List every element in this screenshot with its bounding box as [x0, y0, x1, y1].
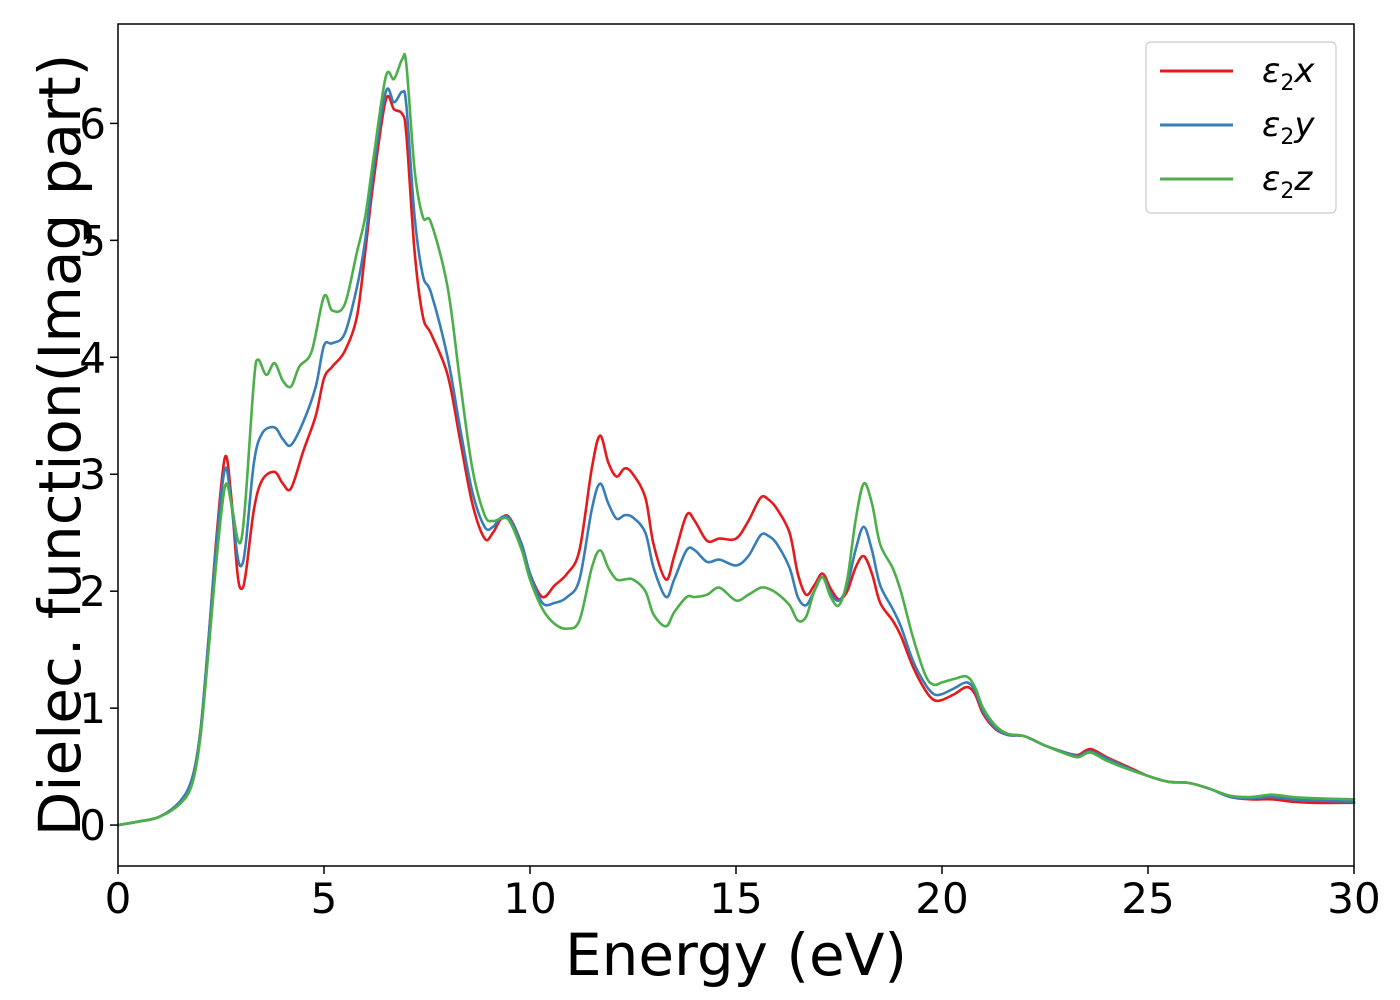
y-axis-label: Dielec. function(Imag part): [26, 54, 94, 837]
x-tick-label: 15: [709, 874, 762, 923]
y-tick-label: 0: [79, 801, 106, 850]
series-line-y: [116, 87, 1356, 827]
y-tick-label: 1: [79, 684, 106, 733]
series-line-z: [116, 52, 1356, 827]
x-tick-label: 0: [105, 874, 132, 923]
x-tick-label: 5: [311, 874, 338, 923]
x-tick-label: 25: [1121, 874, 1174, 923]
x-axis-label: Energy (eV): [565, 921, 907, 989]
y-tick-label: 5: [79, 216, 106, 265]
x-tick-label: 10: [503, 874, 556, 923]
y-tick-label: 3: [79, 450, 106, 499]
legend: ε2x ε2y ε2z: [1145, 41, 1337, 214]
legend-label: ε2x: [1262, 51, 1315, 96]
y-axis-ticks: 0 1 2 3 4 5 6: [79, 99, 118, 850]
x-tick-label: 30: [1327, 874, 1380, 923]
x-tick-label: 20: [915, 874, 968, 923]
legend-label: ε2y: [1262, 105, 1315, 150]
series-layer: [116, 52, 1356, 827]
y-tick-label: 2: [79, 567, 106, 616]
x-axis-ticks: 0 5 10 15 20 25 30: [105, 866, 1381, 923]
legend-box: [1145, 41, 1337, 214]
y-tick-label: 6: [79, 99, 106, 148]
y-tick-label: 4: [79, 333, 106, 382]
legend-label: ε2z: [1262, 159, 1313, 204]
